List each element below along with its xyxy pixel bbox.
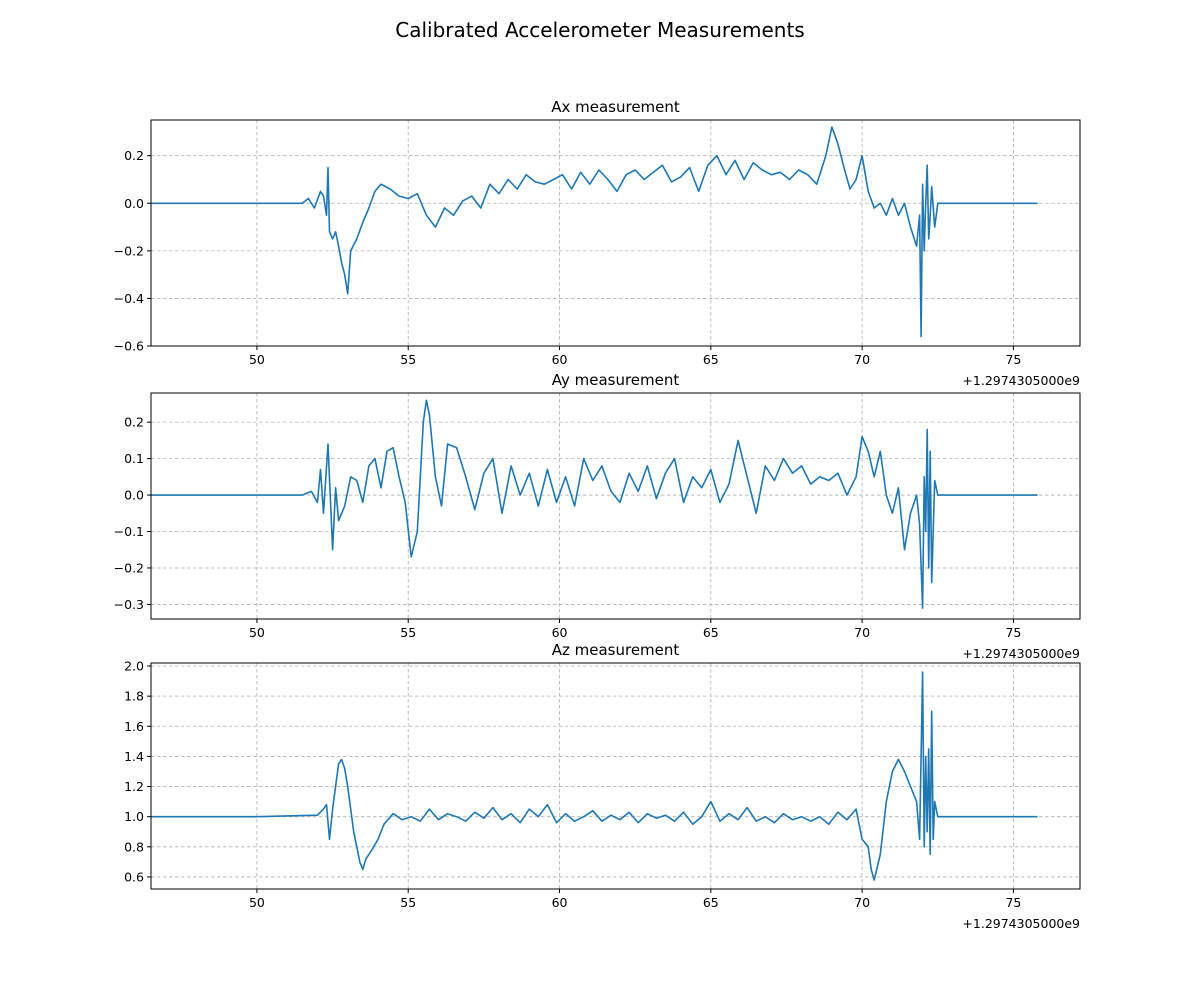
x-tick-label: 55 (400, 895, 416, 910)
series-line (151, 126, 1038, 338)
plot-frame (150, 392, 1081, 620)
x-offset-label: +1.2974305000e9 (962, 373, 1080, 388)
y-tick-label: 1.0 (124, 809, 144, 824)
x-tick-label: 65 (703, 625, 719, 640)
series-line (151, 671, 1038, 881)
y-tick-label: 1.6 (124, 719, 144, 734)
y-tick-label: −0.2 (114, 243, 144, 258)
y-tick-label: 0.8 (124, 839, 144, 854)
x-tick-label: 50 (249, 625, 265, 640)
plot-frame (150, 119, 1081, 347)
y-tick-label: 2.0 (124, 659, 144, 674)
y-tick-label: 0.0 (124, 196, 144, 211)
x-tick-label: 60 (552, 352, 568, 367)
subplot-title: Az measurement (552, 641, 680, 659)
x-tick-label: 55 (400, 625, 416, 640)
y-tick-label: 0.2 (124, 415, 144, 430)
subplot-title: Ay measurement (552, 371, 680, 389)
x-tick-label: 65 (703, 352, 719, 367)
y-tick-label: 1.4 (124, 749, 144, 764)
y-tick-label: −0.6 (114, 339, 144, 354)
x-tick-label: 70 (854, 352, 870, 367)
y-tick-label: 0.6 (124, 869, 144, 884)
x-tick-label: 50 (249, 352, 265, 367)
subplot-title: Ax measurement (551, 98, 680, 116)
y-tick-label: −0.3 (114, 597, 144, 612)
y-tick-label: −0.2 (114, 560, 144, 575)
x-tick-label: 75 (1005, 352, 1021, 367)
x-tick-label: 60 (552, 895, 568, 910)
x-tick-label: 70 (854, 895, 870, 910)
figure-title: Calibrated Accelerometer Measurements (395, 18, 804, 42)
x-tick-label: 50 (249, 895, 265, 910)
y-tick-label: 0.2 (124, 148, 144, 163)
x-tick-label: 75 (1005, 895, 1021, 910)
plot-frame (150, 662, 1081, 890)
y-tick-label: −0.4 (114, 291, 144, 306)
subplots: 50 55 60 65 70 75 −0.6 −0.4 −0.2 0.0 0.2 +1.2974305… (114, 98, 1081, 931)
subplot-3: 50 55 60 65 70 75 0.6 0.8 1.0 1.2 1.4 1.6 1.8 2.0 +1.2… (124, 641, 1081, 931)
y-tick-label: 1.8 (124, 689, 144, 704)
subplot-2: 50 55 60 65 70 75 −0.3 −0.2 −0.1 0.0 0.1 0.2 +1.2974… (114, 371, 1081, 661)
subplot-1: 50 55 60 65 70 75 −0.6 −0.4 −0.2 0.0 0.2 +1.2974305… (114, 98, 1081, 388)
x-offset-label: +1.2974305000e9 (962, 916, 1080, 931)
series-line (151, 399, 1038, 609)
x-offset-label: +1.2974305000e9 (962, 646, 1080, 661)
x-tick-label: 65 (703, 895, 719, 910)
y-tick-label: 1.2 (124, 779, 144, 794)
x-tick-label: 70 (854, 625, 870, 640)
x-tick-label: 55 (400, 352, 416, 367)
x-tick-label: 75 (1005, 625, 1021, 640)
x-tick-label: 60 (552, 625, 568, 640)
y-tick-label: −0.1 (114, 524, 144, 539)
y-tick-label: 0.0 (124, 488, 144, 503)
y-tick-label: 0.1 (124, 451, 144, 466)
